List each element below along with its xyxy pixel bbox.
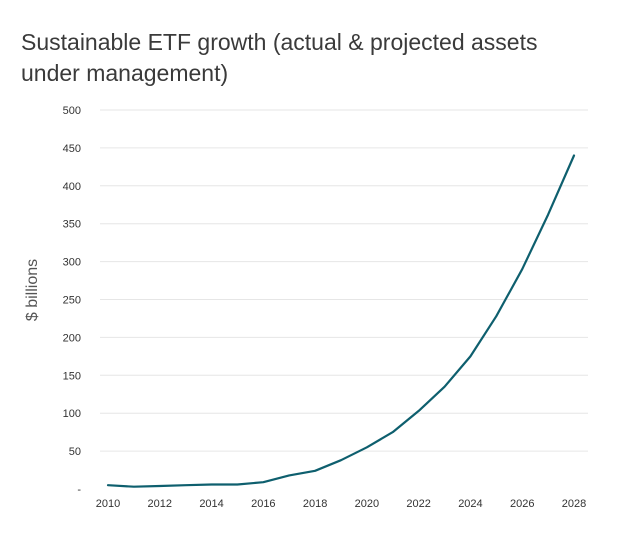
x-tick-label: 2028: [562, 498, 586, 510]
y-axis-ticks: - 50 100 150 200 250 300 350 400 450 500: [63, 105, 82, 496]
y-tick-label: 350: [63, 219, 81, 231]
y-tick-label: 200: [63, 332, 81, 344]
y-tick-label: 50: [69, 446, 81, 458]
x-axis-ticks: 2010 2012 2014 2016 2018 2020 2022 2024 2026 2028: [96, 498, 586, 510]
y-tick-label: 500: [63, 105, 81, 117]
y-tick-label: 450: [63, 143, 81, 155]
series-layer: [106, 154, 576, 488]
x-tick-label: 2024: [458, 498, 482, 510]
y-tick-label: 100: [63, 408, 81, 420]
y-tick-label: 300: [63, 257, 81, 269]
x-tick-label: 2026: [510, 498, 534, 510]
x-tick-label: 2010: [96, 498, 120, 510]
gridlines: [100, 109, 588, 452]
y-tick-label: 250: [63, 295, 81, 307]
series-line: [106, 154, 576, 488]
x-tick-label: 2022: [406, 498, 430, 510]
x-tick-label: 2012: [148, 498, 172, 510]
y-tick-label: -: [77, 484, 81, 496]
x-tick-label: 2018: [303, 498, 327, 510]
x-tick-label: 2014: [199, 498, 223, 510]
y-tick-label: 150: [63, 370, 81, 382]
y-tick-label: 400: [63, 181, 81, 193]
x-tick-label: 2016: [251, 498, 275, 510]
chart-title: Sustainable ETF growth (actual & project…: [21, 29, 538, 86]
x-tick-label: 2020: [355, 498, 379, 510]
